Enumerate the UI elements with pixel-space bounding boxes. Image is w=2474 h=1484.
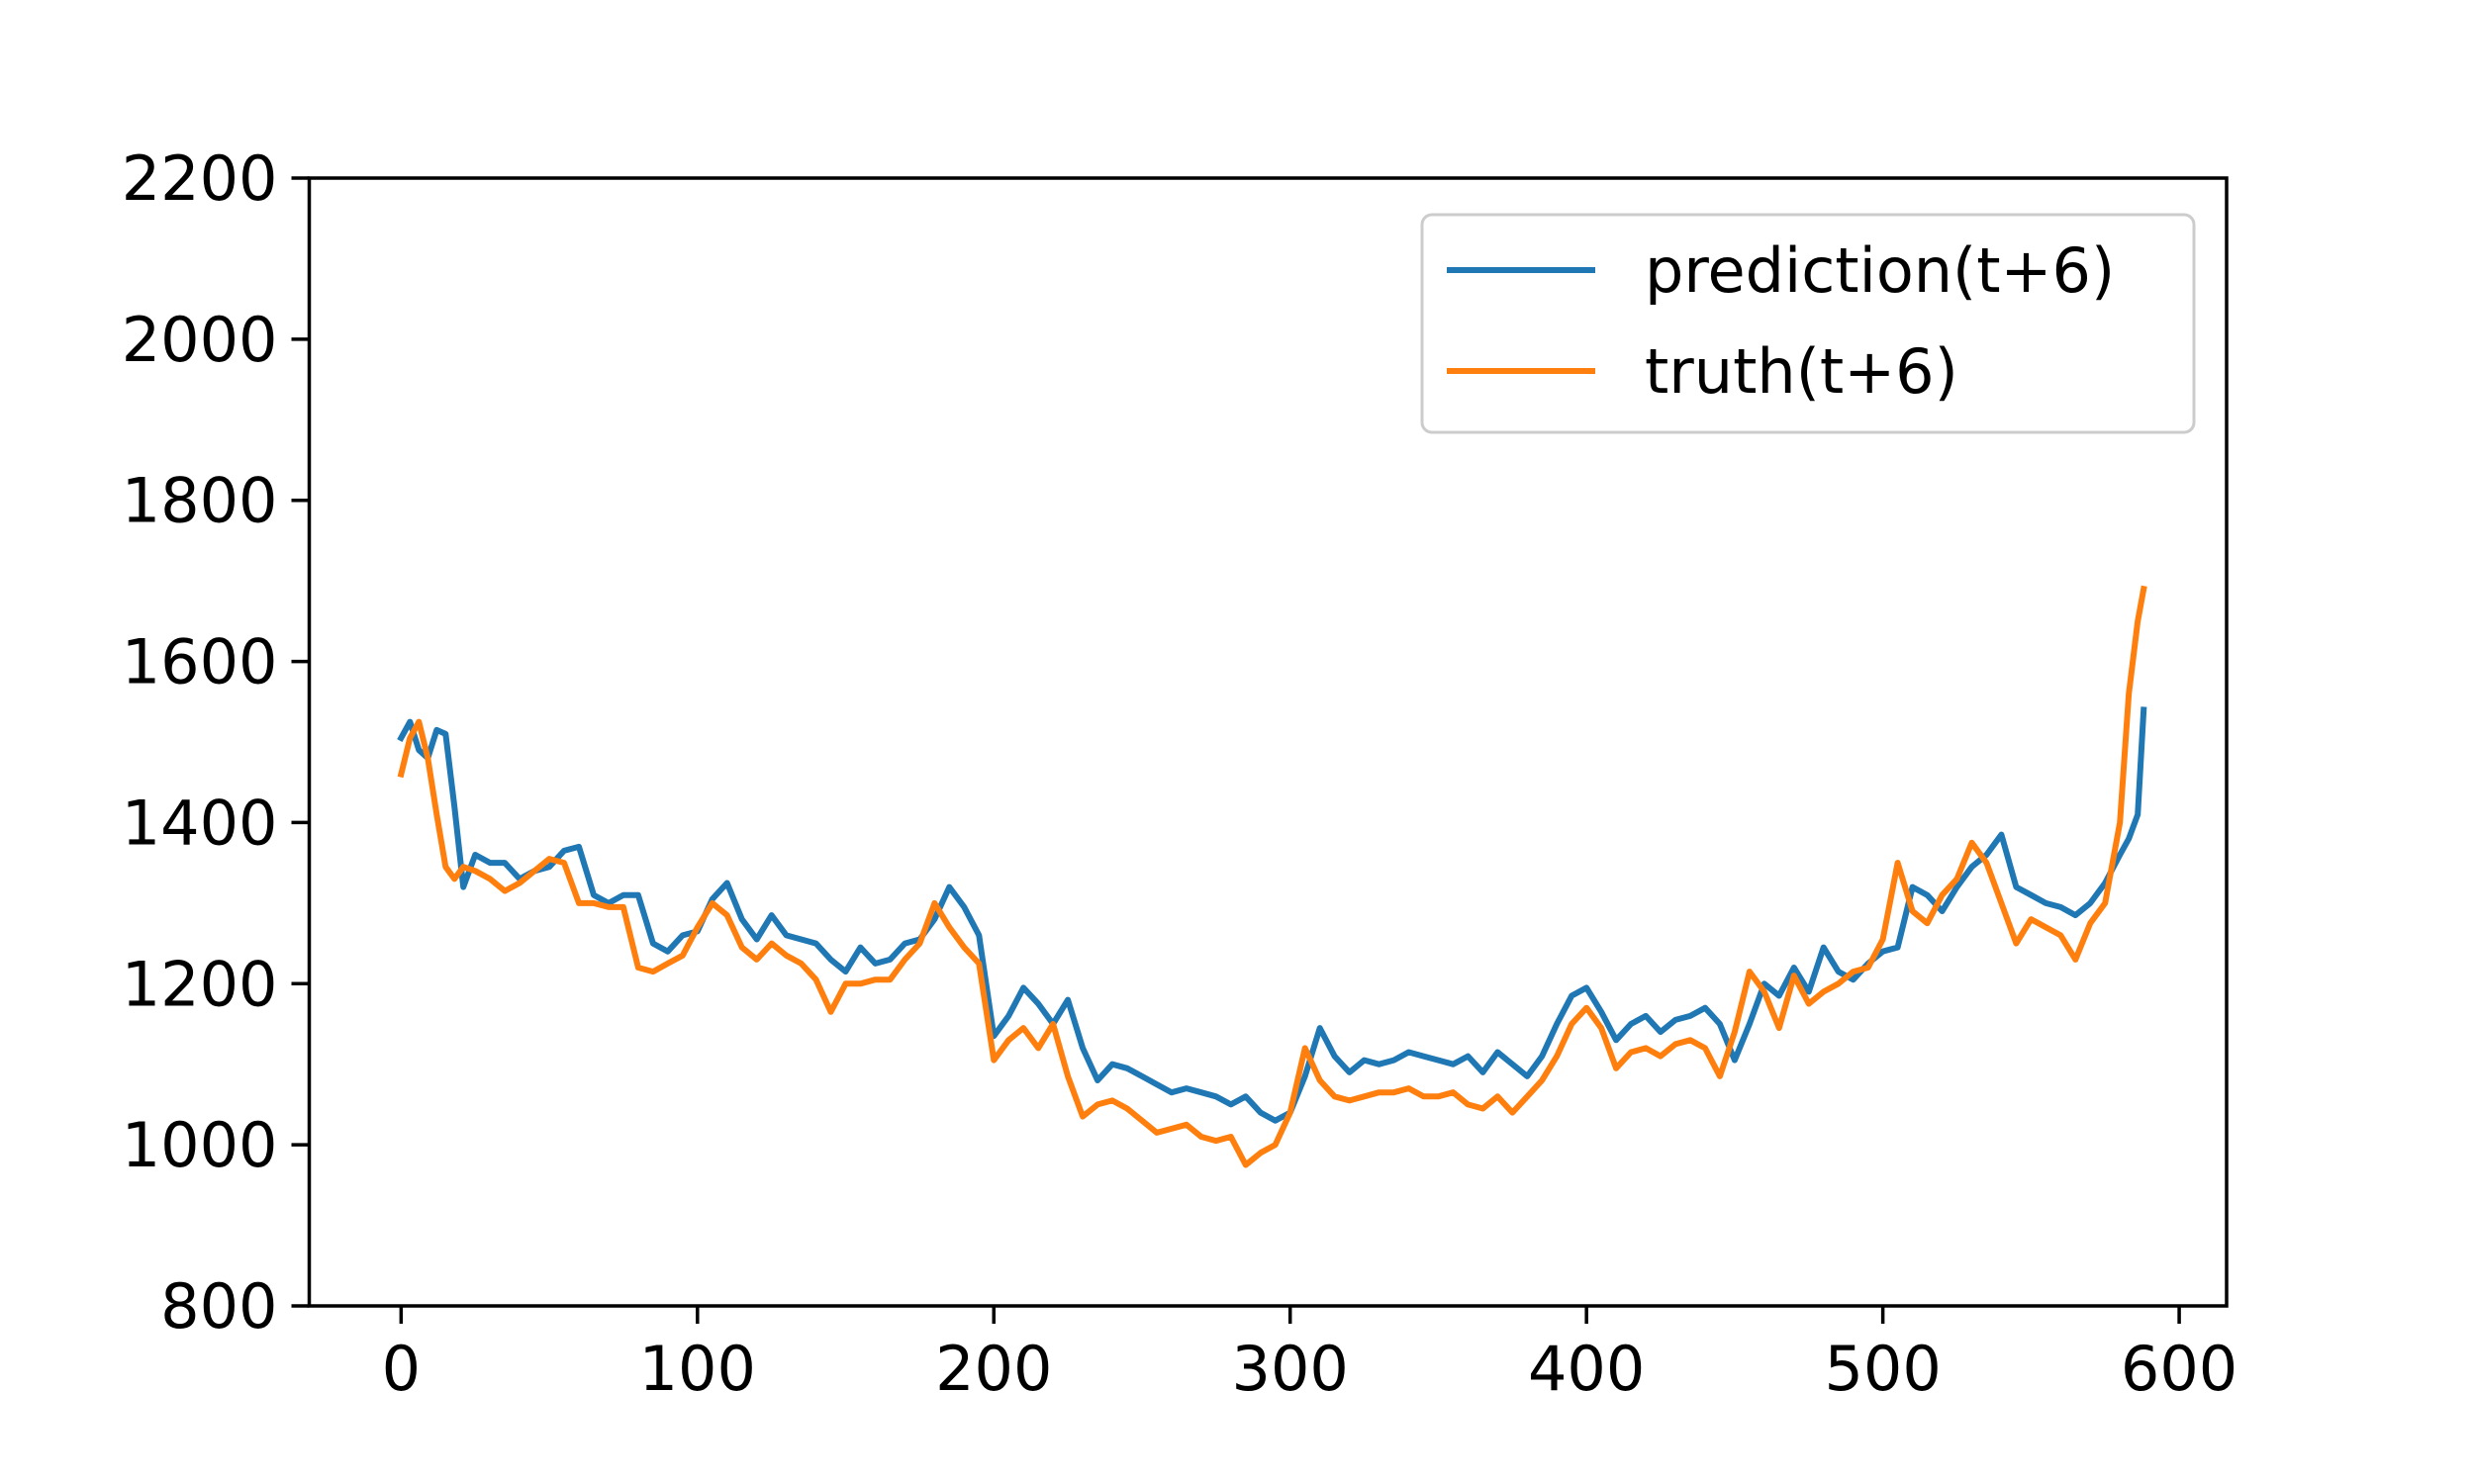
legend-box	[1420, 213, 2196, 434]
y-tick-label: 1400	[122, 787, 278, 859]
x-tick-label: 0	[382, 1333, 421, 1405]
y-tick-label: 2200	[122, 142, 278, 215]
y-tick-label: 1600	[122, 626, 278, 698]
x-tick-label: 300	[1232, 1333, 1349, 1405]
legend: prediction(t+6) truth(t+6)	[1420, 213, 2196, 434]
x-tick-label: 500	[1824, 1333, 1941, 1405]
legend-label-truth: truth(t+6)	[1645, 335, 1958, 408]
y-axis: 800 1000 1200 1400 1600 1800 2000 2200	[122, 142, 310, 1343]
x-tick-label: 400	[1528, 1333, 1645, 1405]
x-tick-label: 600	[2121, 1333, 2237, 1405]
y-tick-label: 2000	[122, 304, 278, 376]
x-tick-label: 200	[935, 1333, 1052, 1405]
legend-label-prediction: prediction(t+6)	[1645, 234, 2115, 307]
y-tick-label: 1800	[122, 465, 278, 537]
x-tick-label: 100	[639, 1333, 756, 1405]
series-layer	[397, 585, 2147, 1168]
series-line-truth	[397, 585, 2147, 1168]
x-axis: 0 100 200 300 400 500 600	[382, 1306, 2237, 1405]
y-tick-label: 800	[160, 1270, 277, 1343]
y-tick-label: 1200	[122, 948, 278, 1020]
y-tick-label: 1000	[122, 1109, 278, 1181]
plot-frame	[307, 176, 2229, 1308]
